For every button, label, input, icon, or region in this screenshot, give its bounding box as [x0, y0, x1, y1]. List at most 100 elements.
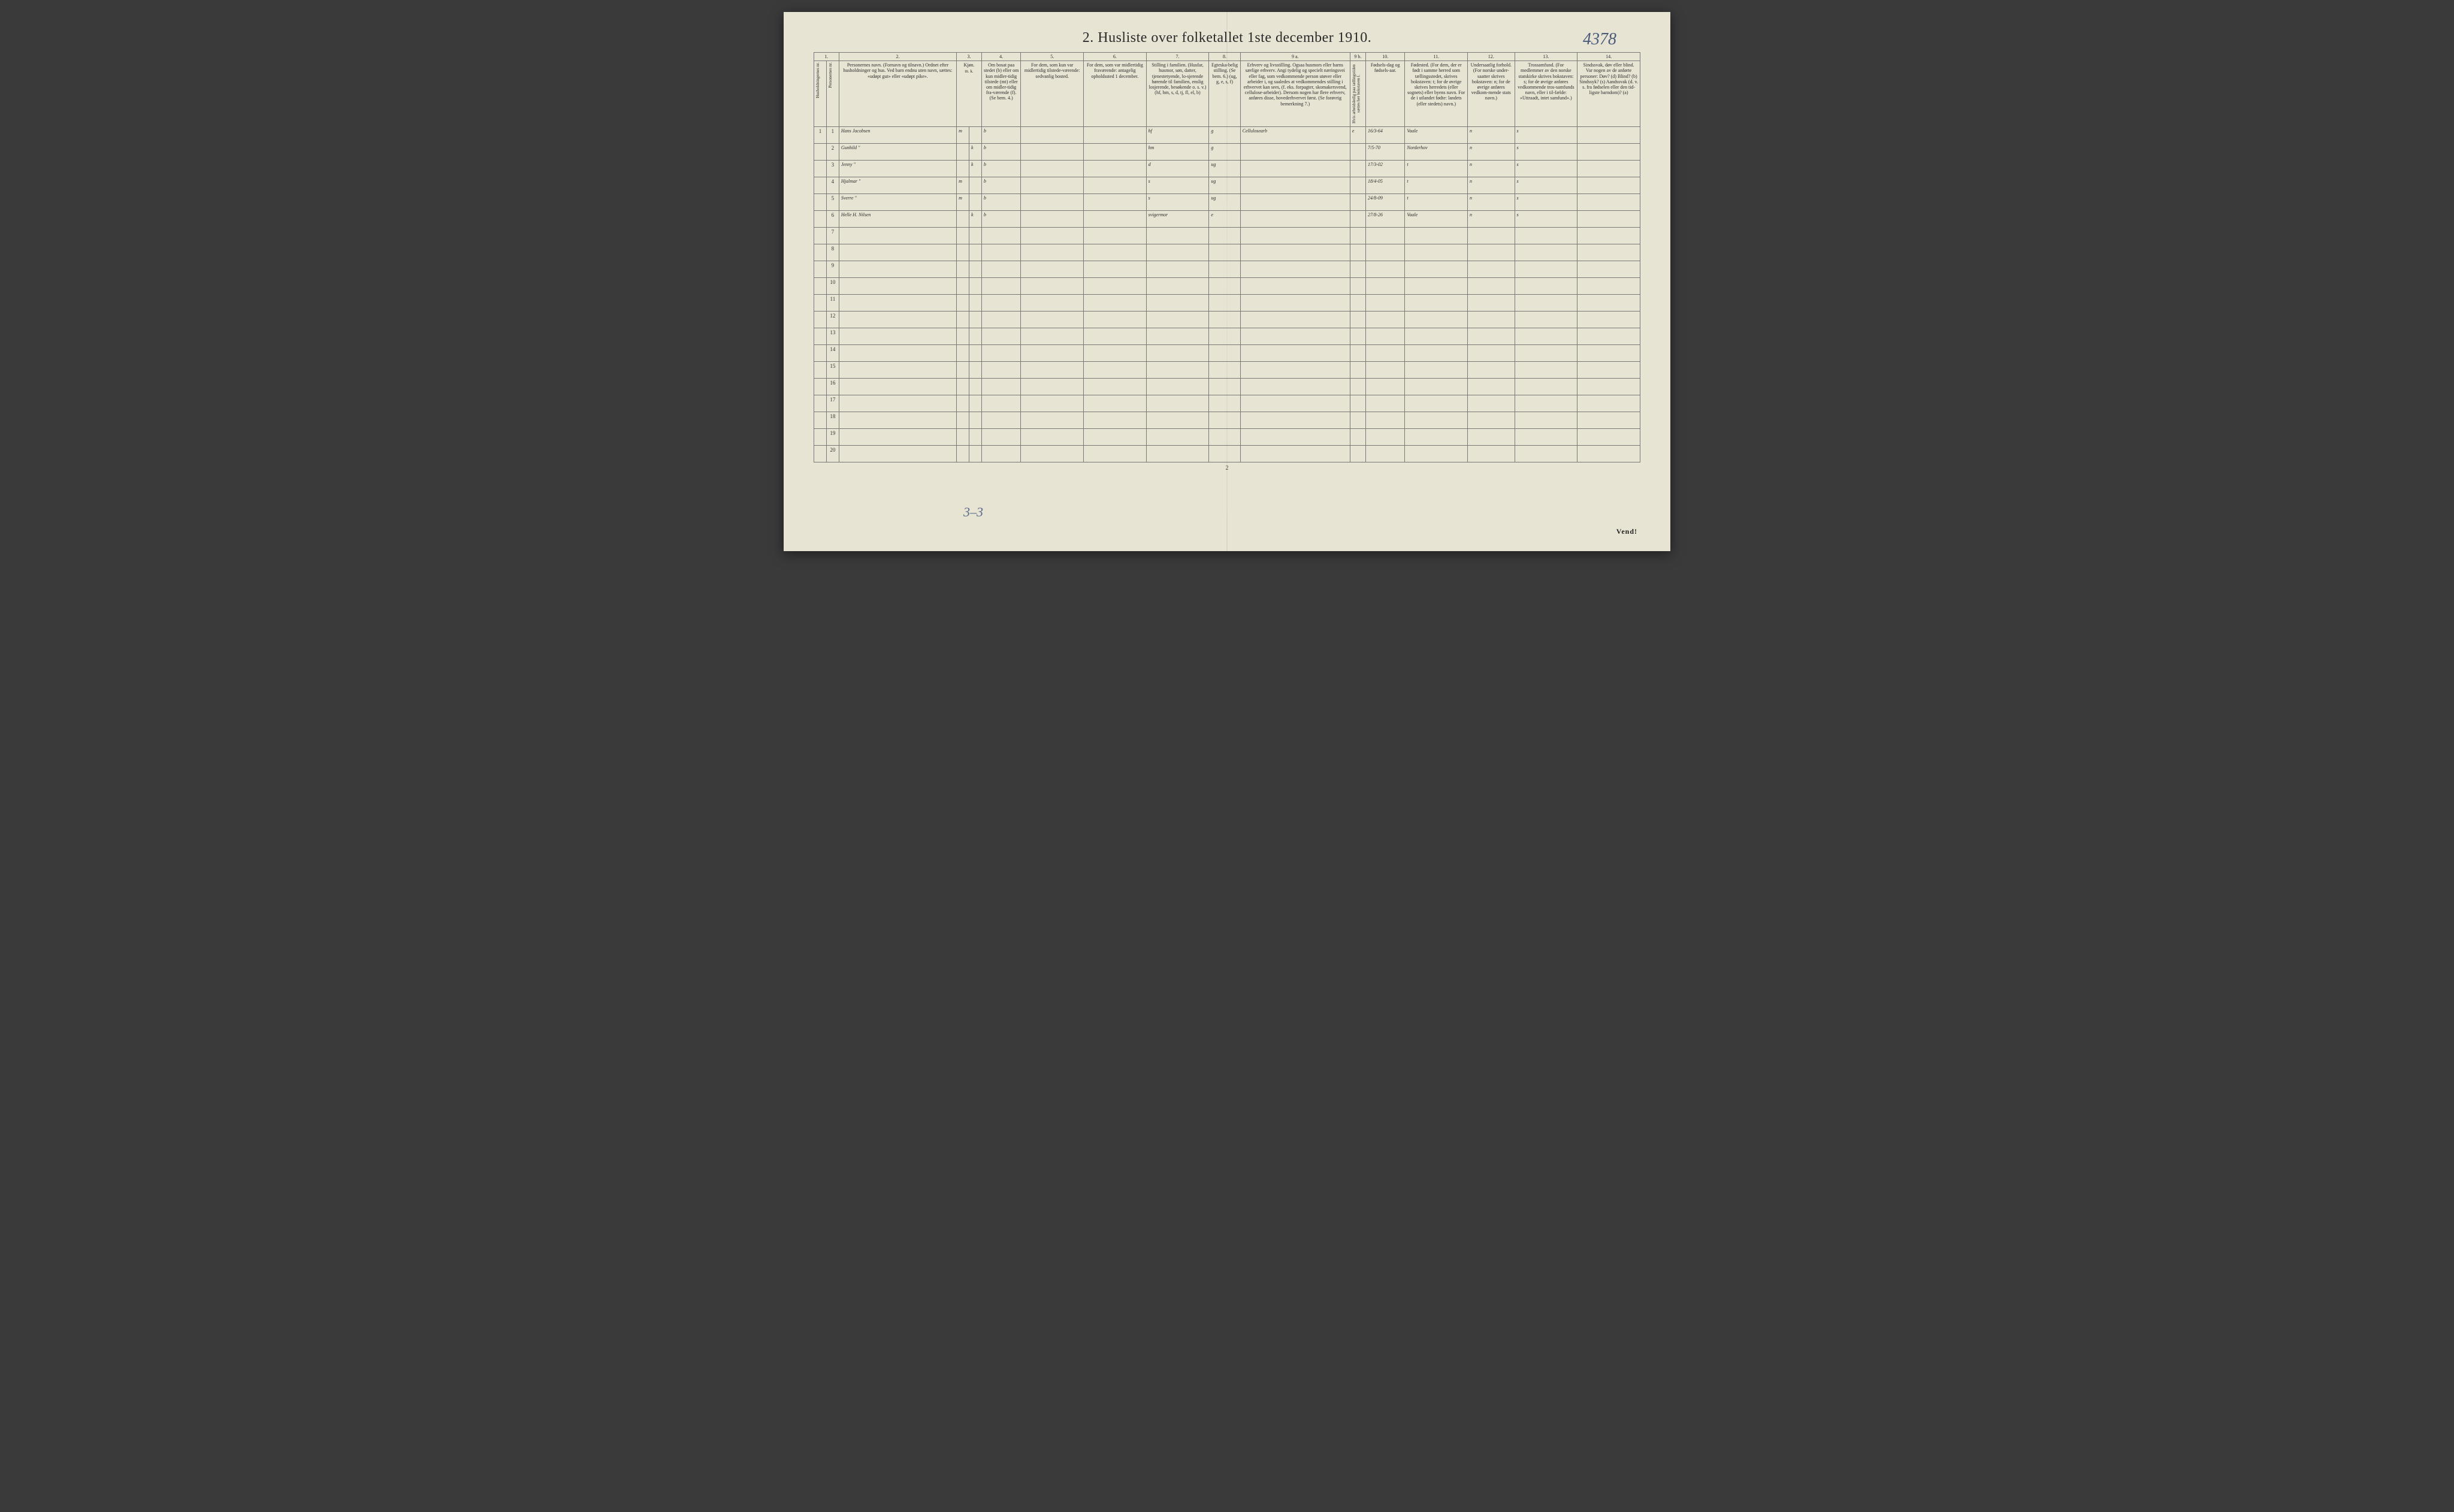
col-header-pn: Personernes nr. [826, 61, 839, 127]
cell-c14 [1577, 144, 1640, 161]
cell-pn: 2 [826, 144, 839, 161]
cell-res: b [981, 127, 1020, 144]
table-row: 2 Gunhild " k b hm g 7/5-70 Norderhov n … [814, 144, 1640, 161]
col-num: 6. [1084, 53, 1147, 61]
cell-hh [814, 362, 827, 379]
cell-c14 [1577, 211, 1640, 228]
cell-pn: 18 [826, 412, 839, 429]
cell-name: Gunhild " [839, 144, 956, 161]
cell-c5 [1021, 161, 1084, 177]
cell-birthplace: t [1405, 161, 1468, 177]
col-num: 13. [1515, 53, 1577, 61]
cell-c6 [1084, 194, 1147, 211]
cell-hh [814, 194, 827, 211]
cell-c9b [1350, 161, 1365, 177]
col-num: 10. [1365, 53, 1404, 61]
cell-mar: g [1209, 144, 1240, 161]
col-num: 14. [1577, 53, 1640, 61]
cell-sex-m: m [957, 127, 969, 144]
table-row: 17 [814, 395, 1640, 412]
col-header-hh: Husholdningernes nr. [814, 61, 827, 127]
cell-nat: n [1468, 144, 1515, 161]
cell-birthplace: t [1405, 194, 1468, 211]
cell-pn: 19 [826, 429, 839, 446]
cell-pn: 1 [826, 127, 839, 144]
cell-rel: s [1515, 161, 1577, 177]
cell-hh [814, 244, 827, 261]
table-row: 4 Hjalmar " m b s ug 18/4-05 t n s [814, 177, 1640, 194]
cell-pn: 8 [826, 244, 839, 261]
cell-pn: 12 [826, 312, 839, 328]
table-row: 18 [814, 412, 1640, 429]
cell-fam: d [1146, 161, 1209, 177]
cell-c6 [1084, 161, 1147, 177]
cell-dob: 16/3-64 [1365, 127, 1404, 144]
census-table: 1. 2. 3. 4. 5. 6. 7. 8. 9 a. 9 b. 10. 11… [814, 52, 1640, 462]
cell-hh [814, 345, 827, 362]
cell-sex-m [957, 161, 969, 177]
cell-birthplace: Vaale [1405, 127, 1468, 144]
cell-hh [814, 261, 827, 278]
col-header-temp-absent: For dem, som var midlertidig fraværende:… [1084, 61, 1147, 127]
cell-rel: s [1515, 194, 1577, 211]
col-header-birthplace: Fødested. (For dem, der er født i samme … [1405, 61, 1468, 127]
col-num: 1. [814, 53, 839, 61]
cell-birthplace: Norderhov [1405, 144, 1468, 161]
cell-hh [814, 295, 827, 312]
table-row: 19 [814, 429, 1640, 446]
cell-name: Hans Jacobsen [839, 127, 956, 144]
census-document: 4378 2. Husliste over folketallet 1ste d… [784, 12, 1670, 551]
cell-occ [1240, 211, 1350, 228]
cell-c14 [1577, 177, 1640, 194]
cell-pn: 11 [826, 295, 839, 312]
cell-sex-k: k [969, 144, 982, 161]
cell-pn: 9 [826, 261, 839, 278]
cell-res: b [981, 144, 1020, 161]
col-num: 4. [981, 53, 1020, 61]
col-header-disability: Sindssvak, døv eller blind. Var nogen av… [1577, 61, 1640, 127]
cell-sex-k [969, 127, 982, 144]
cell-pn: 6 [826, 211, 839, 228]
cell-c14 [1577, 127, 1640, 144]
cell-pn: 4 [826, 177, 839, 194]
cell-res: b [981, 211, 1020, 228]
cell-c9b [1350, 194, 1365, 211]
cell-hh [814, 211, 827, 228]
table-row: 3 Jenny " k b d ug 17/3-02 t n s [814, 161, 1640, 177]
table-row: 13 [814, 328, 1640, 345]
cell-c6 [1084, 144, 1147, 161]
cell-pn: 13 [826, 328, 839, 345]
cell-dob: 18/4-05 [1365, 177, 1404, 194]
cell-hh [814, 446, 827, 462]
cell-hh [814, 278, 827, 295]
cell-dob: 24/8-09 [1365, 194, 1404, 211]
table-row: 12 [814, 312, 1640, 328]
table-row: 14 [814, 345, 1640, 362]
cell-pn: 15 [826, 362, 839, 379]
cell-c9b [1350, 144, 1365, 161]
col-num: 5. [1021, 53, 1084, 61]
cell-occ [1240, 144, 1350, 161]
table-row: 6 Helle H. Nilsen k b svigermor e 27/8-2… [814, 211, 1640, 228]
cell-hh [814, 177, 827, 194]
cell-c14 [1577, 194, 1640, 211]
col-header-family-pos: Stilling i familien. (Husfar, husmor, sø… [1146, 61, 1209, 127]
cell-c6 [1084, 211, 1147, 228]
cell-pn: 5 [826, 194, 839, 211]
cell-name: Helle H. Nilsen [839, 211, 956, 228]
col-header-residence: Om bosat paa stedet (b) eller om kun mid… [981, 61, 1020, 127]
cell-res: b [981, 177, 1020, 194]
cell-rel: s [1515, 177, 1577, 194]
cell-fam: hm [1146, 144, 1209, 161]
cell-pn: 7 [826, 228, 839, 244]
cell-dob: 7/5-70 [1365, 144, 1404, 161]
cell-name: Hjalmar " [839, 177, 956, 194]
col-header-religion: Trossamfund. (For medlemmer av den norsk… [1515, 61, 1577, 127]
cell-hh [814, 379, 827, 395]
cell-hh [814, 412, 827, 429]
footer-handwritten: 3–3 [963, 504, 983, 520]
cell-sex-m: m [957, 194, 969, 211]
handwritten-id: 4378 [1583, 30, 1616, 49]
col-num: 8. [1209, 53, 1240, 61]
cell-hh [814, 161, 827, 177]
